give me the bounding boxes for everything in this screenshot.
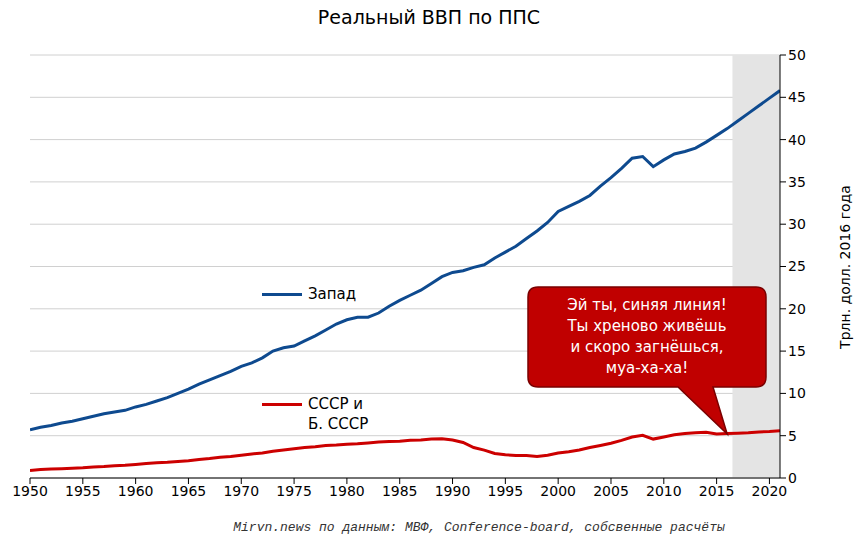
html-text:Mirvn.news по данным: МВФ, Con: Mirvn.news по данным: МВФ, Conference-bo… (233, 520, 725, 535)
svg-text:20: 20 (788, 301, 806, 317)
svg-text:2005: 2005 (593, 483, 629, 499)
svg-text:1980: 1980 (329, 483, 365, 499)
svg-text:2020: 2020 (752, 483, 788, 499)
svg-text:1960: 1960 (118, 483, 154, 499)
svg-text:1985: 1985 (382, 483, 418, 499)
svg-text:1950: 1950 (12, 483, 48, 499)
svg-text:2000: 2000 (540, 483, 576, 499)
svg-text:0: 0 (788, 470, 797, 486)
svg-text:25: 25 (788, 258, 806, 274)
svg-text:45: 45 (788, 89, 806, 105)
svg-text:15: 15 (788, 343, 806, 359)
svg-text:30: 30 (788, 216, 806, 232)
html-text:Запад: Запад (308, 285, 357, 303)
svg-text:1955: 1955 (65, 483, 101, 499)
html-text:СССР и Б. СССР: СССР и Б. СССР (308, 395, 369, 433)
svg-text:1990: 1990 (435, 483, 471, 499)
svg-text:40: 40 (788, 132, 806, 148)
svg-text:10: 10 (788, 385, 806, 401)
html-text:Реальный ВВП по ППС: Реальный ВВП по ППС (317, 6, 541, 28)
svg-text:2015: 2015 (699, 483, 735, 499)
svg-text:1965: 1965 (171, 483, 207, 499)
svg-text:50: 50 (788, 47, 806, 63)
svg-text:1995: 1995 (488, 483, 524, 499)
html-text:Трлн. долл. 2016 года: Трлн. долл. 2016 года (837, 184, 853, 349)
svg-text:2010: 2010 (646, 483, 682, 499)
svg-text:1975: 1975 (276, 483, 312, 499)
svg-text:35: 35 (788, 174, 806, 190)
html-text:Эй ты, синяя линия! Ты хреново: Эй ты, синяя линия! Ты хреново живёшь и … (567, 296, 727, 377)
svg-text:1970: 1970 (223, 483, 259, 499)
svg-text:5: 5 (788, 428, 797, 444)
